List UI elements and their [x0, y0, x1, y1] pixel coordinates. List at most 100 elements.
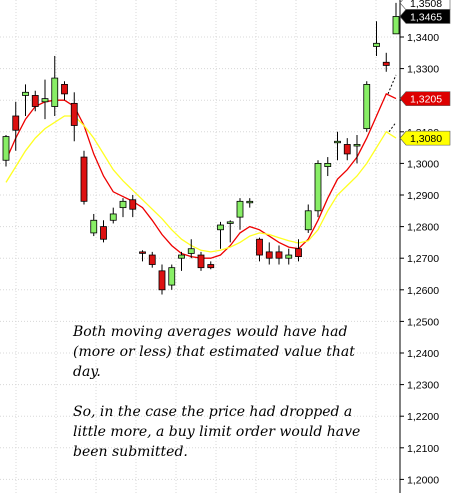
- candle: [304, 204, 312, 233]
- y-tick-label: 1,2300: [407, 380, 439, 392]
- price-tag-box: [399, 130, 451, 146]
- candle: [353, 134, 361, 164]
- candle-body: [373, 42, 380, 47]
- candle-body: [363, 84, 371, 130]
- moving-averages: [5, 74, 397, 259]
- candle-body: [392, 16, 400, 35]
- candle: [236, 198, 244, 230]
- candle-body: [304, 210, 312, 231]
- candle: [178, 251, 185, 271]
- candle-body: [119, 200, 127, 209]
- candle-body: [295, 248, 302, 258]
- y-tick-label: 1,3300: [407, 64, 439, 76]
- candle-body: [343, 144, 351, 155]
- candle: [265, 242, 273, 265]
- candle-body: [197, 254, 205, 269]
- y-tick-label: 1,3000: [407, 158, 439, 170]
- candle-body: [2, 136, 10, 161]
- candle-body: [353, 144, 361, 147]
- candle: [256, 237, 263, 262]
- price-tag-box: [399, 91, 451, 106]
- annotation-line-1: Both moving averages would have had: [73, 324, 348, 340]
- price-tag-label: 1,3465: [410, 11, 442, 23]
- candle-body: [187, 248, 195, 254]
- price-tag: 1,3080: [399, 130, 451, 146]
- candle-body: [236, 200, 244, 218]
- candle: [129, 195, 137, 218]
- candle: [324, 157, 332, 177]
- candle-body: [246, 200, 254, 204]
- y-tick-label: 1,2800: [407, 222, 439, 234]
- candle: [382, 52, 390, 72]
- candle: [109, 207, 117, 224]
- candle: [61, 81, 68, 101]
- candle: [168, 264, 176, 290]
- candle: [139, 250, 146, 262]
- candle-body: [70, 102, 78, 126]
- y-tick-label: 1,2400: [407, 348, 439, 360]
- annotation-line-4: So, in the case the price had dropped a: [73, 404, 353, 420]
- candle-body: [207, 264, 215, 269]
- annotation-line-5: little more, a buy limit order would hav…: [73, 424, 361, 440]
- candle-body: [90, 219, 98, 234]
- annotation-line-6: been submitted.: [73, 444, 188, 460]
- candle-body: [256, 238, 263, 256]
- candle: [90, 213, 98, 237]
- candle: [22, 84, 29, 116]
- y-tick-label: 1,2700: [407, 253, 439, 265]
- y-tick-label: 1,2200: [407, 411, 439, 423]
- candle: [100, 220, 107, 243]
- candle-body: [382, 61, 390, 66]
- candle-body: [168, 267, 176, 286]
- candle: [80, 150, 88, 205]
- candle: [363, 81, 371, 132]
- price-tag-label: 1,3080: [410, 133, 442, 145]
- candle: [148, 251, 156, 268]
- candle: [275, 245, 283, 265]
- candle: [207, 261, 215, 270]
- price-tag-box: [399, 9, 451, 24]
- candle: [314, 160, 322, 218]
- candle: [246, 198, 254, 208]
- candle-body: [41, 98, 49, 103]
- candle: [226, 220, 234, 243]
- candle-body: [31, 95, 39, 107]
- candle-body: [109, 213, 117, 221]
- candle: [158, 264, 166, 295]
- ma-projection-2: [388, 122, 397, 133]
- candle-body: [334, 140, 341, 144]
- candle-body: [80, 156, 88, 202]
- candle: [392, 2, 400, 35]
- price-tag: 1,3205: [399, 91, 451, 106]
- grid: [0, 0, 400, 493]
- annotation-line-3: day.: [73, 364, 101, 380]
- candle-body: [22, 91, 29, 96]
- candle-body: [265, 251, 273, 259]
- candle-body: [51, 77, 59, 107]
- candle: [187, 239, 195, 259]
- price-tag-label: 1,3508: [410, 0, 442, 10]
- candle-body: [148, 254, 156, 265]
- candle: [12, 101, 20, 151]
- candle-body: [158, 270, 166, 291]
- y-tick-label: 1,2600: [407, 285, 439, 297]
- candle: [295, 239, 302, 262]
- candle: [119, 198, 127, 218]
- annotation-line-2: (more or less) that estimated value that: [73, 344, 355, 360]
- candle-body: [217, 224, 224, 231]
- candles: [2, 2, 400, 295]
- annotation-note: Both moving averages would have had (mor…: [73, 322, 403, 482]
- y-tick-label: 1,2900: [407, 190, 439, 202]
- ma-projection-1: [387, 74, 397, 95]
- candle-body: [275, 251, 283, 259]
- candle: [51, 55, 59, 116]
- candle-body: [324, 162, 332, 167]
- price-tag-label: 1,3205: [410, 94, 442, 106]
- candle: [343, 138, 351, 161]
- candle: [285, 248, 293, 265]
- candle: [31, 90, 39, 112]
- candle-body: [285, 254, 293, 259]
